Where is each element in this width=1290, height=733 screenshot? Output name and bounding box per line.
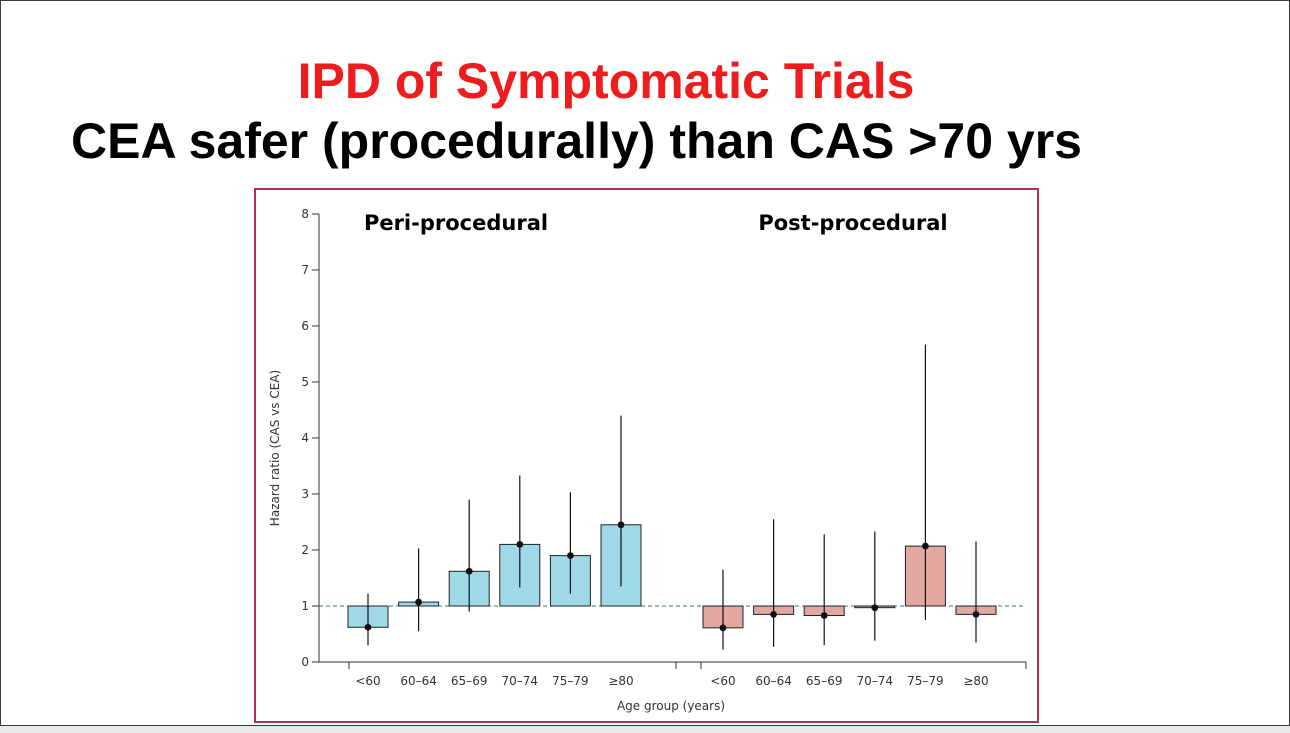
y-tick-label: 4	[301, 431, 309, 445]
point-estimate	[922, 542, 929, 550]
x-tick-label: 75–79	[552, 674, 589, 688]
point-estimate	[871, 604, 879, 612]
point-estimate	[617, 521, 625, 529]
point-estimate	[567, 552, 574, 559]
chart-marks	[319, 344, 1026, 650]
y-tick-label: 7	[301, 263, 309, 277]
x-tick-label: 65–69	[806, 674, 843, 688]
point-estimate	[820, 612, 828, 619]
y-tick-label: 8	[301, 207, 309, 221]
point-estimate	[770, 611, 777, 618]
point-estimate	[516, 541, 524, 548]
slide-subtitle: CEA safer (procedurally) than CAS >70 yr…	[71, 113, 1082, 169]
point-estimate	[364, 623, 372, 631]
x-axis-title: Age group (years)	[617, 699, 725, 713]
chart-frame: 0 1 2 3 4 5 6 7 8 Hazard ratio (CAS vs CEA) Age gr…	[254, 188, 1039, 723]
axes	[312, 213, 1027, 669]
point-estimate	[972, 611, 980, 618]
x-tick-label: 70–74	[502, 674, 539, 688]
x-tick-label: ≥80	[608, 674, 633, 688]
slide-title: IPD of Symptomatic Trials	[297, 53, 915, 109]
x-tick-label: 60–64	[400, 674, 437, 688]
point-estimate	[465, 567, 473, 575]
x-tick-label: 75–79	[907, 674, 944, 688]
y-tick-label: 2	[301, 543, 309, 557]
y-tick-label: 1	[301, 599, 309, 613]
x-tick-label: 60–64	[755, 674, 792, 688]
x-tick-label: 65–69	[451, 674, 488, 688]
panel-title: Peri-procedural	[364, 211, 548, 235]
y-axis-title: Hazard ratio (CAS vs CEA)	[268, 370, 282, 526]
y-tick-label: 3	[301, 487, 309, 501]
x-tick-label: <60	[355, 674, 380, 688]
chart-labels: 0 1 2 3 4 5 6 7 8 Hazard ratio (CAS vs CEA) Age gr…	[268, 207, 989, 713]
x-tick-label: <60	[710, 674, 735, 688]
y-tick-label: 6	[301, 319, 309, 333]
x-tick-label: ≥80	[963, 674, 988, 688]
hazard-ratio-chart: 0 1 2 3 4 5 6 7 8 Hazard ratio (CAS vs CEA) Age gr…	[268, 207, 1027, 713]
y-tick-label: 0	[301, 655, 309, 669]
point-estimate	[719, 624, 727, 632]
point-estimate	[415, 598, 422, 606]
x-tick-label: 70–74	[857, 674, 894, 688]
y-tick-label: 5	[301, 375, 309, 389]
panel-title: Post-procedural	[758, 211, 947, 235]
